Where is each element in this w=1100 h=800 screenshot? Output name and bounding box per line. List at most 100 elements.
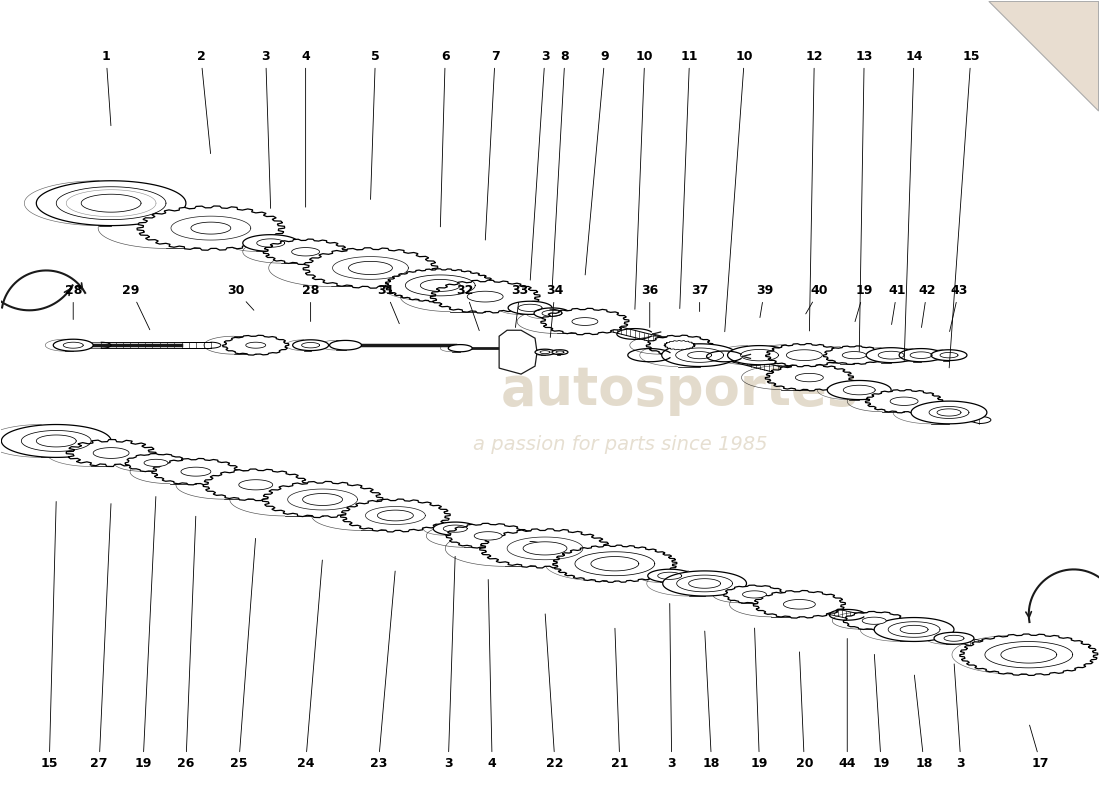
Polygon shape — [911, 401, 987, 424]
Text: 21: 21 — [612, 628, 628, 770]
Text: 10: 10 — [725, 50, 754, 332]
Polygon shape — [724, 585, 785, 604]
Polygon shape — [934, 632, 974, 644]
Polygon shape — [866, 390, 943, 413]
Polygon shape — [474, 532, 502, 540]
Polygon shape — [524, 542, 567, 555]
Polygon shape — [662, 571, 747, 596]
Text: 4: 4 — [487, 579, 496, 770]
Polygon shape — [783, 599, 815, 609]
Polygon shape — [534, 308, 570, 318]
Text: 5: 5 — [371, 50, 380, 199]
Polygon shape — [727, 346, 791, 365]
Text: 6: 6 — [440, 50, 450, 227]
Polygon shape — [293, 340, 329, 350]
Polygon shape — [890, 397, 918, 406]
Text: 2: 2 — [197, 50, 210, 154]
Polygon shape — [433, 522, 477, 535]
Polygon shape — [449, 345, 472, 352]
Polygon shape — [508, 302, 552, 314]
Text: 37: 37 — [691, 284, 708, 311]
Polygon shape — [292, 247, 320, 256]
Text: 3: 3 — [530, 50, 549, 280]
Polygon shape — [648, 570, 692, 582]
Text: 14: 14 — [904, 50, 923, 361]
Polygon shape — [36, 181, 186, 226]
Text: 8: 8 — [552, 50, 570, 289]
Text: 7: 7 — [485, 50, 499, 240]
Polygon shape — [535, 349, 556, 355]
Polygon shape — [552, 350, 568, 354]
Polygon shape — [795, 374, 823, 382]
Text: 3: 3 — [262, 50, 271, 208]
Text: 4: 4 — [301, 50, 310, 207]
Text: 31: 31 — [376, 284, 399, 324]
Polygon shape — [766, 343, 843, 366]
Text: 13: 13 — [856, 50, 873, 351]
Text: 29: 29 — [122, 284, 150, 330]
Text: 19: 19 — [872, 654, 890, 770]
Text: 34: 34 — [547, 284, 563, 338]
Polygon shape — [263, 239, 348, 265]
Polygon shape — [245, 342, 266, 348]
Polygon shape — [754, 590, 846, 618]
Polygon shape — [1, 425, 111, 458]
Polygon shape — [304, 248, 438, 288]
Text: 42: 42 — [918, 284, 936, 327]
Polygon shape — [349, 262, 393, 274]
Polygon shape — [931, 350, 967, 361]
Polygon shape — [766, 364, 854, 390]
Polygon shape — [180, 467, 211, 476]
Text: 33: 33 — [512, 284, 529, 327]
Text: 11: 11 — [680, 50, 698, 309]
Polygon shape — [662, 344, 737, 366]
Text: 10: 10 — [635, 50, 653, 310]
Polygon shape — [866, 348, 916, 362]
Polygon shape — [572, 318, 598, 326]
Polygon shape — [447, 523, 530, 549]
Polygon shape — [664, 341, 695, 350]
Polygon shape — [222, 335, 289, 355]
Text: 3: 3 — [668, 603, 676, 770]
Text: 26: 26 — [177, 516, 196, 770]
Text: 28: 28 — [301, 284, 319, 322]
Polygon shape — [53, 339, 94, 351]
Text: 20: 20 — [795, 652, 813, 770]
Text: 27: 27 — [90, 504, 111, 770]
Polygon shape — [430, 280, 540, 313]
Polygon shape — [874, 618, 954, 642]
Text: 9: 9 — [585, 50, 609, 275]
Text: 17: 17 — [1030, 725, 1049, 770]
Text: 44: 44 — [838, 638, 856, 770]
Text: 41: 41 — [889, 284, 906, 325]
Text: 1: 1 — [101, 50, 111, 126]
Text: 19: 19 — [855, 284, 873, 322]
Polygon shape — [341, 499, 450, 532]
Text: 19: 19 — [134, 497, 156, 770]
Polygon shape — [862, 617, 887, 624]
Text: 39: 39 — [756, 284, 773, 318]
Polygon shape — [385, 269, 496, 302]
Polygon shape — [243, 234, 298, 251]
Text: 43: 43 — [949, 284, 968, 331]
Text: 28: 28 — [65, 284, 81, 319]
Text: 3: 3 — [444, 556, 455, 770]
Polygon shape — [191, 222, 231, 234]
Text: 3: 3 — [954, 664, 966, 770]
Polygon shape — [786, 350, 823, 361]
Polygon shape — [742, 591, 767, 598]
Polygon shape — [152, 458, 240, 485]
Polygon shape — [239, 480, 273, 490]
Text: 40: 40 — [805, 284, 828, 314]
Text: 12: 12 — [805, 50, 823, 331]
Polygon shape — [262, 482, 383, 518]
Text: 18: 18 — [703, 631, 720, 770]
Polygon shape — [541, 308, 629, 334]
Polygon shape — [480, 529, 611, 568]
Polygon shape — [843, 351, 866, 358]
Polygon shape — [899, 349, 943, 362]
Text: 36: 36 — [641, 284, 659, 327]
Text: 19: 19 — [751, 628, 768, 770]
Text: 22: 22 — [546, 614, 563, 770]
Polygon shape — [647, 335, 713, 355]
